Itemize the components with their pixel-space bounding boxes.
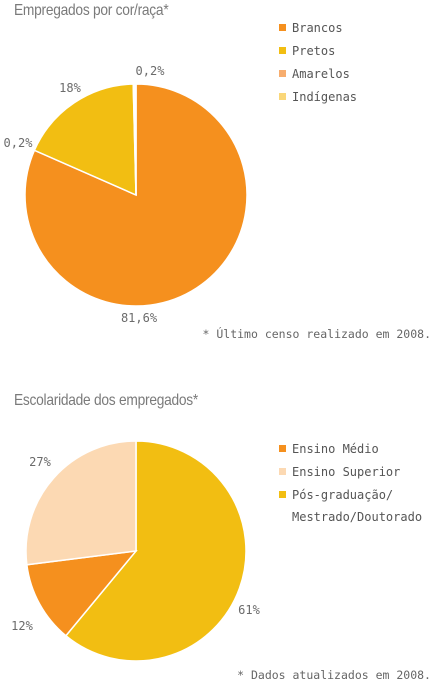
legend-swatch: [279, 70, 286, 77]
legend-item-ensino-superior: Ensino Superior: [279, 460, 422, 483]
legend-item-amarelos: Amarelos: [279, 62, 357, 85]
legend-label: Amarelos: [292, 66, 350, 81]
chart-2-title: Escolaridade dos empregados*: [14, 392, 199, 409]
legend-swatch: [279, 24, 286, 31]
legend-item-ensino-medio: Ensino Médio: [279, 437, 422, 460]
chart-2-legend: Ensino Médio Ensino Superior Pós-graduaç…: [279, 437, 422, 529]
legend-swatch: [279, 445, 286, 452]
slice-label-ensino-superior: 27%: [29, 455, 51, 469]
legend-swatch: [279, 491, 286, 498]
chart-1-pie: 81,6% 18% 0,2% 0,2%: [4, 64, 248, 325]
slice-label-pretos: 18%: [59, 81, 81, 95]
slice-label-brancos: 81,6%: [121, 311, 158, 325]
chart-2-pie: 61% 12% 27%: [11, 440, 261, 662]
slice-label-indigenas: 0,2%: [136, 64, 166, 78]
legend-label: Ensino Superior: [292, 464, 401, 479]
legend-item-pos-graduacao: Pós-graduação/: [279, 483, 422, 506]
pie-slice-pos-graduacao-mestrado-doutorado: [64, 440, 247, 662]
legend-label: Pretos: [292, 43, 336, 58]
pie-slice-ensino-superior: [25, 440, 137, 566]
chart-1-footnote: * Último censo realizado em 2008.: [202, 327, 431, 341]
pie-slice-indigenas: [133, 83, 137, 196]
legend-label: Ensino Médio: [292, 441, 379, 456]
legend-swatch: [279, 47, 286, 54]
legend-label: Brancos: [292, 20, 343, 35]
legend-swatch: [279, 468, 286, 475]
legend-item-indigenas: Indígenas: [279, 85, 357, 108]
chart-2-footnote: * Dados atualizados em 2008.: [237, 668, 431, 682]
chart-1-legend: Brancos Pretos Amarelos Indígenas: [279, 16, 357, 108]
legend-label-continued: Mestrado/Doutorado: [292, 510, 423, 524]
pie-slice-ensino-medio: [26, 550, 138, 637]
slice-label-pos-graduacao-mestrado-doutorado: 61%: [238, 603, 260, 617]
pie-slice-pretos: [33, 83, 137, 197]
legend-item-brancos: Brancos: [279, 16, 357, 39]
legend-label: Pós-graduação/: [292, 487, 394, 502]
legend-swatch: [279, 93, 286, 100]
slice-label-ensino-medio: 12%: [11, 619, 33, 633]
legend-label: Indígenas: [292, 89, 358, 104]
slice-label-amarelos: 0,2%: [4, 136, 34, 150]
chart-1-title: Empregados por cor/raça*: [14, 2, 169, 19]
legend-item-pretos: Pretos: [279, 39, 357, 62]
